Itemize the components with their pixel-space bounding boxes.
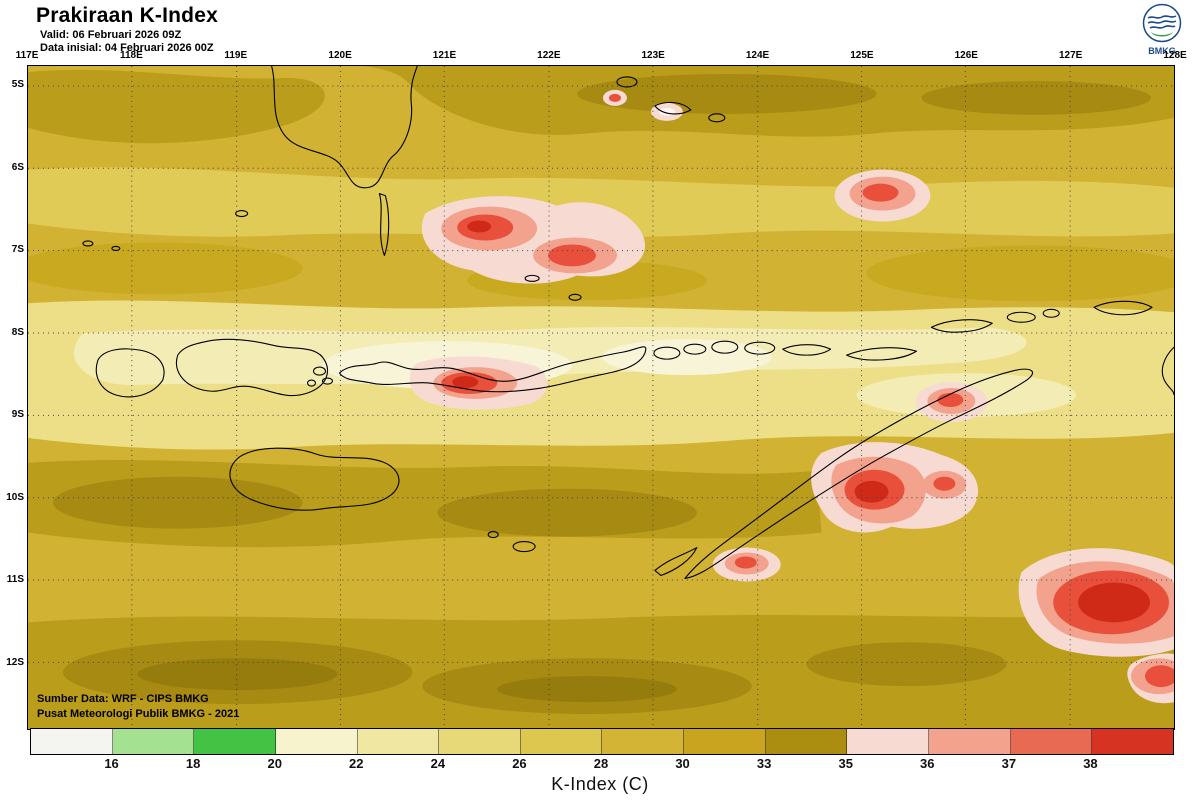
colorbar-segment <box>847 729 930 754</box>
colorbar-tick-label: 33 <box>756 756 772 771</box>
bmkg-logo-icon <box>1142 3 1182 47</box>
colorbar-tick-label: 36 <box>920 756 935 771</box>
lon-label: 119E <box>224 50 248 61</box>
lat-label: 9S <box>11 409 24 421</box>
bmkg-logo-text: BMKG <box>1148 46 1176 56</box>
colorbar-segment <box>765 729 848 754</box>
red-hotspots <box>409 89 1174 704</box>
lon-label: 128E <box>1163 50 1187 61</box>
colorbar-tick-label: 37 <box>1001 756 1017 771</box>
lon-label: 124E <box>745 50 770 61</box>
page-title: Prakiraan K-Index <box>36 4 218 27</box>
kindex-map: Sumber Data: WRF - CIPS BMKG Pusat Meteo… <box>27 65 1175 730</box>
lon-label: 125E <box>850 50 874 61</box>
kindex-field-svg <box>28 66 1174 729</box>
colorbar-segment <box>520 729 603 754</box>
lon-label: 127E <box>1058 50 1083 61</box>
colorbar-segment <box>31 729 113 754</box>
colorbar-tick-label: 28 <box>593 756 609 771</box>
source-data-label: Sumber Data: WRF - CIPS BMKG <box>37 693 209 705</box>
colorbar-tick-label: 38 <box>1083 756 1098 771</box>
lon-label: 121E <box>432 50 457 61</box>
colorbar-segment <box>439 729 521 754</box>
colorbar-segment <box>357 729 440 754</box>
lon-label: 118E <box>119 50 143 61</box>
valid-time-label: Valid: 06 Februari 2026 09Z <box>40 29 182 41</box>
colorbar-tick-label: 26 <box>512 756 527 771</box>
lat-label: 6S <box>11 161 24 173</box>
coastlines <box>82 66 1174 580</box>
lat-label: 12S <box>6 656 24 668</box>
colorbar-tick-label: 16 <box>104 756 119 771</box>
colorbar-tick-label: 18 <box>185 756 201 771</box>
colorbar-segment <box>1010 729 1093 754</box>
colorbar-tick-label: 24 <box>430 756 446 771</box>
lat-label: 10S <box>6 491 24 503</box>
lat-label: 8S <box>11 326 24 338</box>
colorbar-segment <box>684 729 766 754</box>
colorbar-caption: K-Index (C) <box>551 774 649 794</box>
map-header: Prakiraan K-Index Valid: 06 Februari 202… <box>36 4 218 54</box>
colorbar-segment <box>275 729 358 754</box>
contour-field <box>28 66 1174 729</box>
colorbar-tick-label: 22 <box>349 756 364 771</box>
colorbar-segment <box>1092 729 1173 754</box>
colorbar-tick-label: 20 <box>267 756 282 771</box>
init-time-label: Data inisial: 04 Februari 2026 00Z <box>40 42 214 54</box>
lat-label: 11S <box>6 574 24 586</box>
lon-label: 117E <box>15 50 39 61</box>
lon-label: 126E <box>954 50 978 61</box>
colorbar-segment <box>112 729 195 754</box>
colorbar-tick-label: 30 <box>675 756 690 771</box>
lon-label: 122E <box>537 50 561 61</box>
graticule-grid <box>28 66 1174 729</box>
bmkg-logo: BMKG <box>1140 3 1184 56</box>
lat-label: 5S <box>11 79 24 90</box>
colorbar <box>30 728 1174 755</box>
colorbar-segment <box>929 729 1011 754</box>
colorbar-tick-label: 35 <box>838 756 853 771</box>
colorbar-segment <box>602 729 685 754</box>
source-org-label: Pusat Meteorologi Publik BMKG - 2021 <box>37 708 240 720</box>
lon-label: 120E <box>328 50 352 61</box>
colorbar-segment <box>194 729 276 754</box>
lat-label: 7S <box>11 244 24 256</box>
lon-label: 123E <box>641 50 665 61</box>
